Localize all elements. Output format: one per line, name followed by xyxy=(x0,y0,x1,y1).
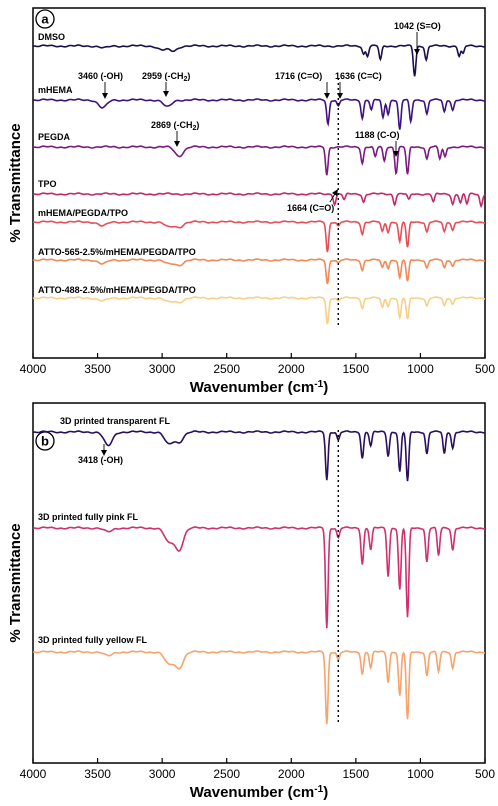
x-tick-label: 2500 xyxy=(213,767,240,781)
x-tick-label: 1500 xyxy=(343,362,370,376)
spectrum-line xyxy=(32,192,486,209)
anno-1636: 1636 (C=C) xyxy=(335,71,382,81)
anno-2869-main: 2869 (-CH xyxy=(151,120,193,130)
anno-1716: 1716 (C=O) xyxy=(275,71,322,81)
anno-1664-arrowhead xyxy=(332,189,338,196)
anno-1664: 1664 (C=O) xyxy=(287,203,334,213)
panel-b-xlabel-tail: ) xyxy=(323,784,328,801)
x-tick-label: 3500 xyxy=(84,362,111,376)
panel-a-ylabel: % Transmittance xyxy=(7,123,24,242)
anno-2869-sub: 2 xyxy=(193,125,197,132)
x-tick-label: 3000 xyxy=(149,767,176,781)
anno-1042: 1042 (S=O) xyxy=(394,21,441,31)
x-tick-label: 1000 xyxy=(407,362,434,376)
series-label-dmso: DMSO xyxy=(38,32,65,42)
x-tick-label: 4000 xyxy=(20,362,47,376)
spectrum-line xyxy=(32,145,485,176)
anno-2959-main: 2959 (-CH xyxy=(142,71,184,81)
anno-2959-arrowhead xyxy=(163,91,169,97)
panel-b-xlabel-main: Wavenumber (cm xyxy=(190,784,314,801)
anno-3418-arrowhead xyxy=(101,450,107,456)
anno-1636-arrowhead xyxy=(337,93,343,99)
x-tick-label: 2000 xyxy=(278,767,305,781)
spectrum-line xyxy=(32,650,485,725)
x-tick-label: 3500 xyxy=(84,767,111,781)
anno-2869-tail: ) xyxy=(196,120,199,130)
series-label-atto565: ATTO-565-2.5%/mHEMA/PEGDA/TPO xyxy=(38,247,196,257)
panel-b-series xyxy=(32,430,485,725)
series-label-mix: mHEMA/PEGDA/TPO xyxy=(38,208,128,218)
anno-1716-arrowhead xyxy=(324,93,330,99)
panel-b-xlabel-sup: -1 xyxy=(314,784,323,795)
panel-b: b % Transmittance 4000 3500 3000 2500 2000 15… xyxy=(7,402,495,801)
series-label-yellow: 3D printed fully yellow FL xyxy=(38,635,148,645)
x-tick-label: 1000 xyxy=(407,767,434,781)
panel-a-xlabel-main: Wavenumber (cm xyxy=(190,379,314,396)
panel-b-letter: b xyxy=(41,434,49,449)
anno-1188: 1188 (C-O) xyxy=(355,130,400,140)
series-label-transparent: 3D printed transparent FL xyxy=(60,416,171,426)
spectrum-line xyxy=(32,44,485,77)
spectrum-line xyxy=(32,296,485,325)
spectrum-line xyxy=(32,258,485,285)
x-tick-label: 1500 xyxy=(343,767,370,781)
series-label-pegda: PEGDA xyxy=(38,132,71,142)
x-tick-label: 3000 xyxy=(149,362,176,376)
anno-2959-tail: ) xyxy=(187,71,190,81)
x-tick-label: 4000 xyxy=(20,767,47,781)
anno-2959-sub: 2 xyxy=(184,76,188,83)
panel-b-ylabel: % Transmittance xyxy=(7,523,24,642)
x-tick-label: 500 xyxy=(475,767,495,781)
anno-3460: 3460 (-OH) xyxy=(78,71,123,81)
series-label-pink: 3D printed fully pink FL xyxy=(38,512,139,522)
panel-b-frame xyxy=(32,402,486,764)
anno-3418: 3418 (-OH) xyxy=(78,455,123,465)
anno-2869-arrowhead xyxy=(174,141,180,147)
panel-a-xlabel-tail: ) xyxy=(323,379,328,396)
panel-a: a % Transmittance 4000 3500 3000 2500 2000 15… xyxy=(7,7,495,396)
spectrum-line xyxy=(32,98,485,130)
spectrum-line xyxy=(32,220,485,253)
x-tick-label: 2000 xyxy=(278,362,305,376)
anno-2959: 2959 (-CH2) xyxy=(142,71,190,83)
panel-a-letter: a xyxy=(41,12,49,27)
anno-3460-arrowhead xyxy=(102,93,108,99)
panel-a-x-axis: 4000 3500 3000 2500 2000 1500 1000 500 xyxy=(20,353,495,376)
spectrum-line xyxy=(32,430,485,482)
panel-a-series xyxy=(32,44,486,325)
panel-a-frame xyxy=(32,7,486,359)
spectrum-line xyxy=(32,526,485,629)
panel-a-letter-badge xyxy=(35,9,55,29)
x-tick-label: 2500 xyxy=(213,362,240,376)
anno-1188-arrowhead xyxy=(393,151,399,157)
anno-2869: 2869 (-CH2) xyxy=(151,120,199,132)
series-label-atto488: ATTO-488-2.5%/mHEMA/PEGDA/TPO xyxy=(38,285,196,295)
panel-b-x-axis: 4000 3500 3000 2500 2000 1500 1000 500 xyxy=(20,758,495,781)
panel-a-xlabel: Wavenumber (cm-1) xyxy=(190,379,328,396)
series-label-mhema: mHEMA xyxy=(38,85,73,95)
panel-b-xlabel: Wavenumber (cm-1) xyxy=(190,784,328,801)
anno-1042-arrowhead xyxy=(414,49,420,55)
series-label-tpo: TPO xyxy=(38,179,57,189)
x-tick-label: 500 xyxy=(475,362,495,376)
panel-a-xlabel-sup: -1 xyxy=(314,379,323,390)
